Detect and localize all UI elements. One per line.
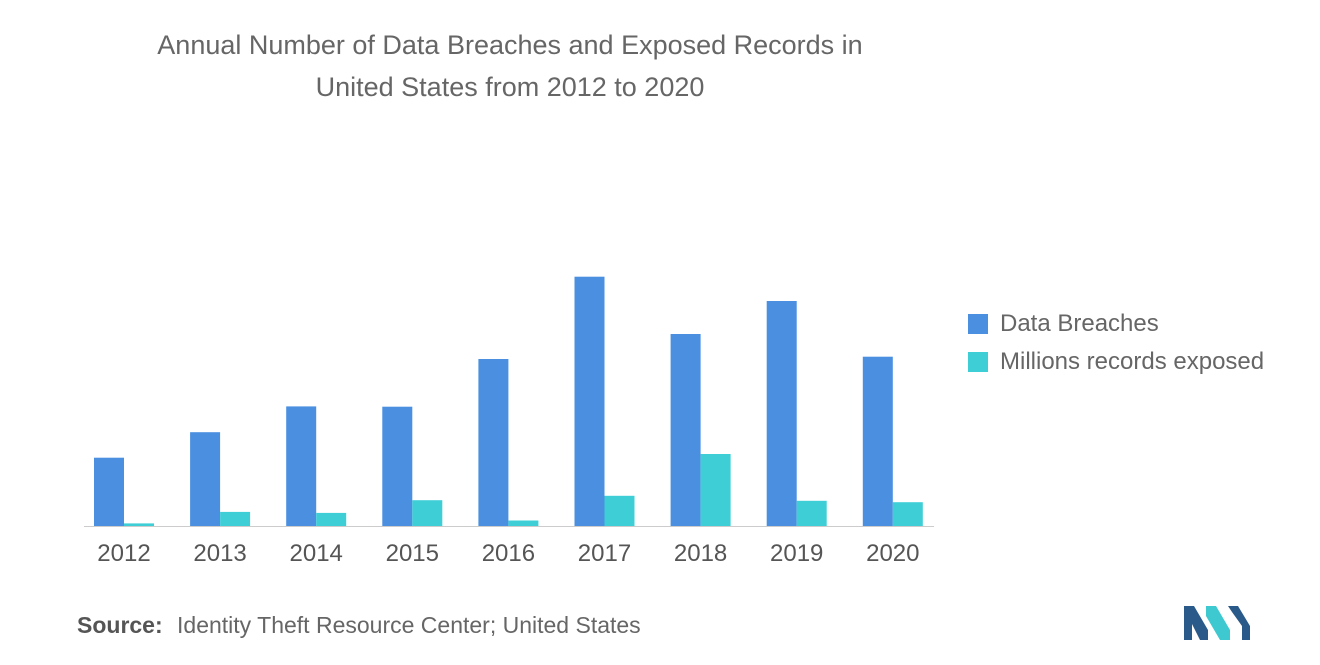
x-tick-label-2012: 2012 (97, 540, 150, 567)
bar-data-breaches-2014 (286, 406, 317, 526)
mordor-intelligence-logo-icon (1184, 602, 1250, 645)
bar-data-breaches-2017 (574, 276, 605, 526)
legend-label-data-breaches: Data Breaches (1000, 310, 1159, 337)
bar-data-breaches-2018 (670, 334, 701, 526)
chart-title: Annual Number of Data Breaches and Expos… (60, 24, 960, 108)
bar-records-exposed-2019 (796, 500, 827, 526)
legend-label-records-exposed: Millions records exposed (1000, 348, 1265, 375)
bars-group (94, 276, 923, 527)
x-tick-label-2018: 2018 (674, 540, 727, 567)
bar-records-exposed-2020 (892, 502, 923, 526)
legend: Data Breaches Millions records exposed (968, 305, 1264, 381)
bar-records-exposed-2014 (316, 512, 347, 526)
x-tick-label-2015: 2015 (386, 540, 439, 567)
bar-data-breaches-2013 (190, 432, 221, 526)
chart-title-line-2: United States from 2012 to 2020 (315, 72, 705, 102)
bar-data-breaches-2012 (94, 457, 124, 526)
chart-title-line-1: Annual Number of Data Breaches and Expos… (157, 30, 863, 60)
x-tick-label-2013: 2013 (193, 540, 246, 567)
source-label: Source: (77, 612, 163, 638)
x-tick-labels: 2012 2013 2014 2015 2016 2017 2018 2019 2020 (97, 540, 919, 567)
x-tick-label-2017: 2017 (578, 540, 631, 567)
bar-records-exposed-2016 (508, 520, 539, 526)
bar-data-breaches-2015 (382, 406, 413, 526)
bar-data-breaches-2019 (766, 301, 797, 526)
x-tick-label-2019: 2019 (770, 540, 823, 567)
source-text: Identity Theft Resource Center; United S… (177, 612, 641, 638)
bar-data-breaches-2020 (862, 356, 893, 526)
x-tick-label-2014: 2014 (290, 540, 343, 567)
bar-records-exposed-2015 (412, 500, 443, 526)
legend-item-records-exposed: Millions records exposed (968, 343, 1264, 381)
bar-data-breaches-2016 (478, 359, 509, 526)
x-tick-label-2016: 2016 (482, 540, 535, 567)
x-tick-label-2020: 2020 (866, 540, 919, 567)
bar-records-exposed-2013 (220, 511, 251, 526)
source-note: Source: Identity Theft Resource Center; … (77, 612, 641, 639)
bar-records-exposed-2017 (604, 495, 635, 527)
legend-swatch-data-breaches (968, 314, 988, 334)
legend-item-data-breaches: Data Breaches (968, 305, 1264, 343)
bar-records-exposed-2018 (700, 454, 731, 526)
legend-swatch-records-exposed (968, 352, 988, 372)
bar-records-exposed-2012 (124, 523, 154, 526)
